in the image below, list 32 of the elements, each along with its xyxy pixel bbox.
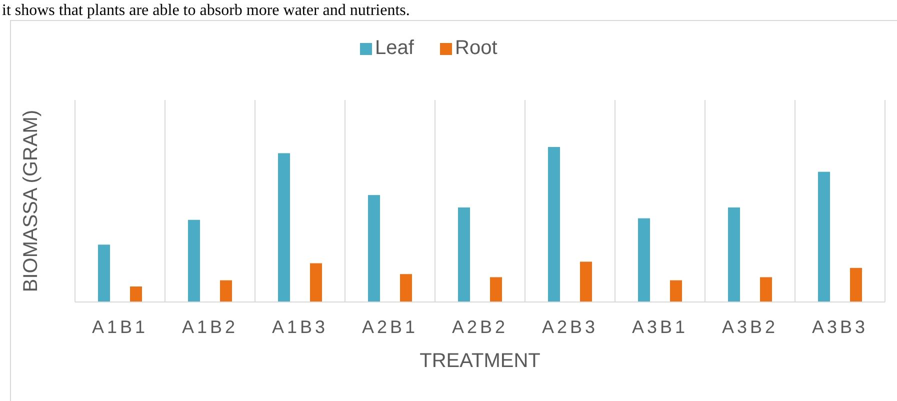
bar xyxy=(220,280,232,302)
x-tick-label: A1B3 xyxy=(272,317,328,337)
y-axis-title: BIOMASSA (GRAM) xyxy=(20,110,42,292)
bar xyxy=(278,153,290,302)
bar xyxy=(548,147,560,302)
bar xyxy=(368,195,380,302)
bar xyxy=(490,277,502,302)
x-tick-label: A1B1 xyxy=(92,317,148,337)
x-tick-label: A2B1 xyxy=(362,317,418,337)
x-tick-label: A1B2 xyxy=(182,317,238,337)
x-tick-label: A3B3 xyxy=(812,317,868,337)
bar xyxy=(818,172,830,302)
bar xyxy=(458,207,470,302)
x-tick-label: A2B3 xyxy=(542,317,598,337)
bar xyxy=(850,268,862,302)
bar xyxy=(130,286,142,302)
bar xyxy=(188,220,200,302)
legend-label: Leaf xyxy=(375,37,414,59)
bar xyxy=(98,244,110,302)
x-tick-label: A2B2 xyxy=(452,317,508,337)
bar xyxy=(760,277,772,302)
bar xyxy=(310,263,322,302)
x-tick-label: A3B1 xyxy=(632,317,688,337)
text: it shows that plants are able to absorb more water and nutrients. xyxy=(2,2,410,19)
bar xyxy=(728,207,740,302)
legend-label: Root xyxy=(455,37,498,59)
bar xyxy=(400,274,412,302)
bar xyxy=(638,218,650,302)
x-axis-title: TREATMENT xyxy=(420,350,540,372)
bar xyxy=(580,262,592,302)
bar xyxy=(670,280,682,302)
x-tick-label: A3B2 xyxy=(722,317,778,337)
